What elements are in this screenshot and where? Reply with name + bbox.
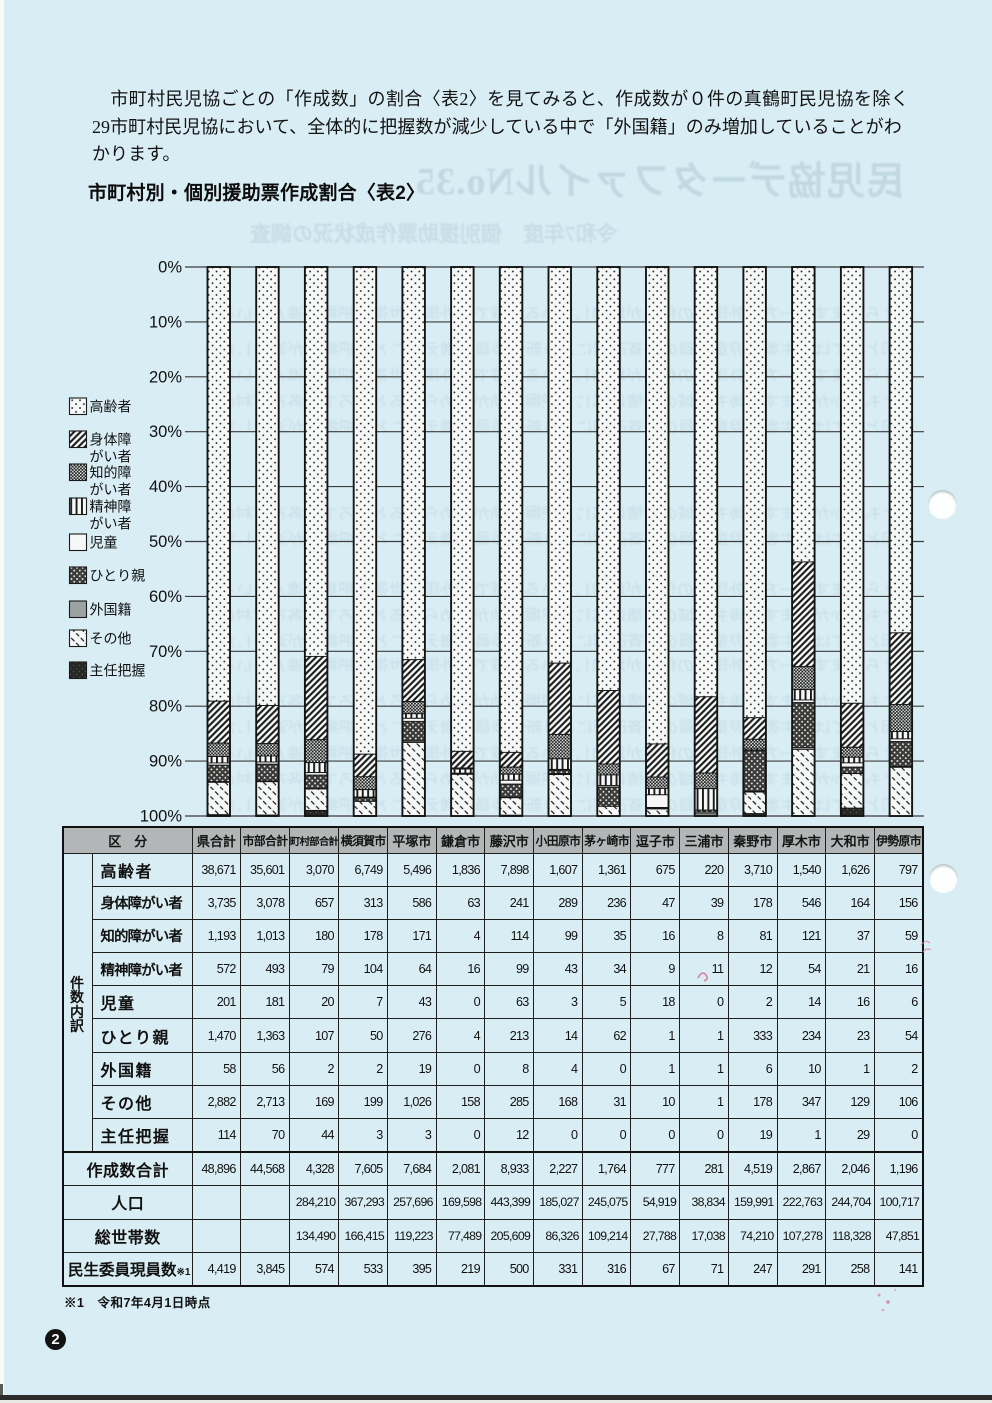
svg-text:がい者: がい者 — [90, 515, 132, 531]
svg-text:外国籍: 外国籍 — [90, 602, 132, 618]
svg-text:10%: 10% — [149, 313, 182, 331]
svg-text:0%: 0% — [158, 259, 182, 277]
svg-text:50%: 50% — [149, 533, 182, 551]
svg-text:80%: 80% — [149, 698, 182, 716]
svg-text:主任把握: 主任把握 — [90, 663, 146, 679]
svg-text:ひとり親: ひとり親 — [90, 568, 146, 584]
svg-text:がい者: がい者 — [90, 448, 132, 464]
svg-text:知的障: 知的障 — [90, 465, 132, 481]
svg-text:がい者: がい者 — [90, 481, 132, 497]
svg-text:身体障: 身体障 — [90, 432, 132, 448]
svg-text:60%: 60% — [149, 588, 182, 606]
svg-text:70%: 70% — [149, 643, 182, 661]
svg-text:40%: 40% — [149, 478, 182, 496]
svg-text:90%: 90% — [149, 753, 182, 771]
svg-text:その他: その他 — [90, 631, 132, 647]
svg-text:精神障: 精神障 — [90, 499, 132, 515]
svg-text:30%: 30% — [149, 423, 182, 441]
svg-text:100%: 100% — [140, 808, 183, 826]
svg-text:高齢者: 高齢者 — [90, 399, 132, 415]
svg-text:児童: 児童 — [90, 535, 118, 551]
svg-text:20%: 20% — [149, 368, 182, 386]
